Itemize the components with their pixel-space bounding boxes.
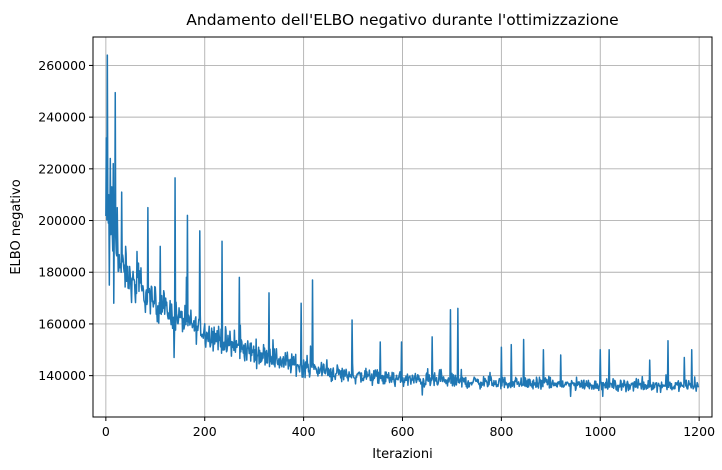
x-tick-label: 600 xyxy=(391,424,415,439)
x-axis-label: Iterazioni xyxy=(372,447,432,462)
x-tick-label: 1000 xyxy=(584,424,616,439)
x-tick-label: 200 xyxy=(193,424,217,439)
y-axis-label: ELBO negativo xyxy=(9,179,24,274)
y-tick-label: 180000 xyxy=(38,265,86,280)
x-tick-label: 0 xyxy=(102,424,110,439)
x-axis: 0 200 400 600 800 1000 1200 xyxy=(102,417,715,439)
y-tick-label: 220000 xyxy=(38,161,86,176)
y-tick-label: 240000 xyxy=(38,110,86,125)
x-tick-label: 400 xyxy=(292,424,316,439)
y-tick-label: 160000 xyxy=(38,316,86,331)
y-axis: 140000 160000 180000 200000 220000 240000 2600… xyxy=(38,58,93,383)
chart-title: Andamento dell'ELBO negativo durante l'o… xyxy=(186,11,618,29)
grid xyxy=(93,37,712,417)
y-tick-label: 140000 xyxy=(38,368,86,383)
y-tick-label: 260000 xyxy=(38,58,86,73)
y-tick-label: 200000 xyxy=(38,213,86,228)
x-tick-label: 800 xyxy=(489,424,513,439)
x-tick-label: 1200 xyxy=(683,424,715,439)
series-line-neg-elbo xyxy=(105,54,700,398)
